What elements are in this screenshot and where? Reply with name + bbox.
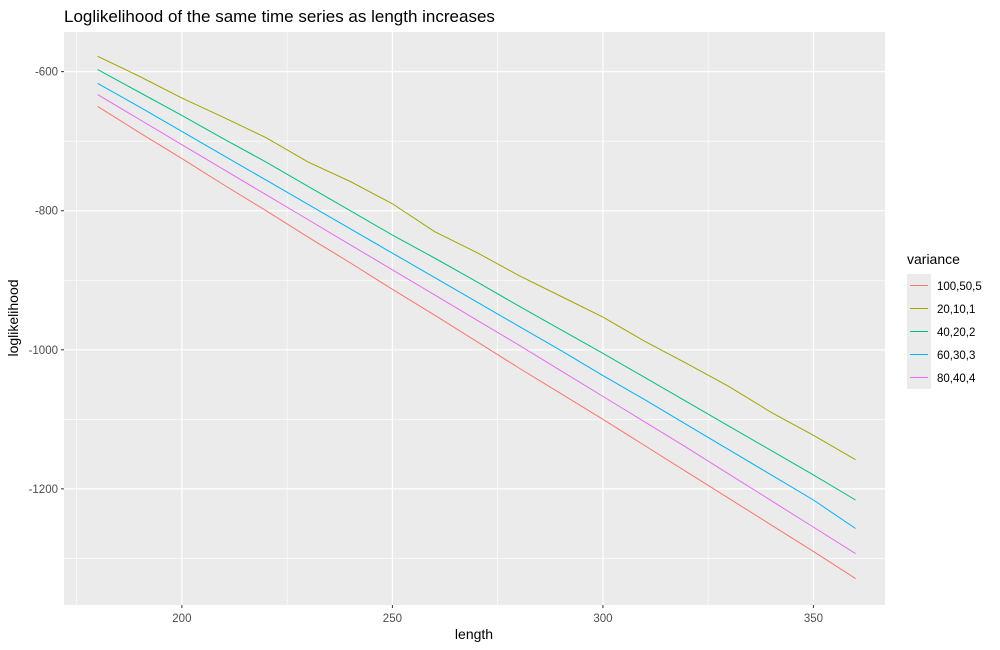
legend-label: 100,50,5 xyxy=(937,281,982,293)
legend-label: 40,20,2 xyxy=(937,327,975,339)
chart-title: Loglikelihood of the same time series as… xyxy=(64,7,495,26)
series-line-40-20-2 xyxy=(97,69,856,501)
legend-item: 20,10,1 xyxy=(907,297,975,320)
legend-title: variance xyxy=(907,251,960,267)
y-tick-label: -1000 xyxy=(29,345,58,357)
x-axis-title: length xyxy=(455,626,493,642)
y-axis-title: loglikelihood xyxy=(5,279,21,356)
series-line-20-10-1 xyxy=(97,55,856,461)
series-line-60-30-3 xyxy=(97,83,856,529)
series-line-100-50-5 xyxy=(97,105,856,580)
x-tick-label: 350 xyxy=(804,613,823,625)
x-tick-label: 250 xyxy=(383,613,402,625)
y-axis-ticks: -600 -800 -1000 -1200 xyxy=(29,67,64,496)
y-tick-label: -800 xyxy=(35,206,58,218)
x-tick-label: 200 xyxy=(172,613,191,625)
y-tick-label: -600 xyxy=(35,67,58,79)
y-tick-label: -1200 xyxy=(29,484,58,496)
series-lines xyxy=(97,55,856,580)
legend-label: 20,10,1 xyxy=(937,304,975,316)
legend-items: 100,50,5 20,10,1 40,20,2 60,30,3 80,40,4 xyxy=(907,274,982,389)
legend-item: 60,30,3 xyxy=(907,343,975,366)
legend-item: 40,20,2 xyxy=(907,320,975,343)
legend: variance 100,50,5 20,10,1 40,20,2 60,30,3 80… xyxy=(907,251,982,389)
x-tick-label: 300 xyxy=(593,613,612,625)
legend-item: 80,40,4 xyxy=(907,366,976,389)
major-gridlines xyxy=(64,32,885,605)
legend-item: 100,50,5 xyxy=(907,274,982,297)
legend-label: 80,40,4 xyxy=(937,373,976,385)
x-axis-ticks: 200 250 300 350 xyxy=(172,605,823,625)
series-line-80-40-4 xyxy=(97,94,856,554)
legend-label: 60,30,3 xyxy=(937,350,975,362)
